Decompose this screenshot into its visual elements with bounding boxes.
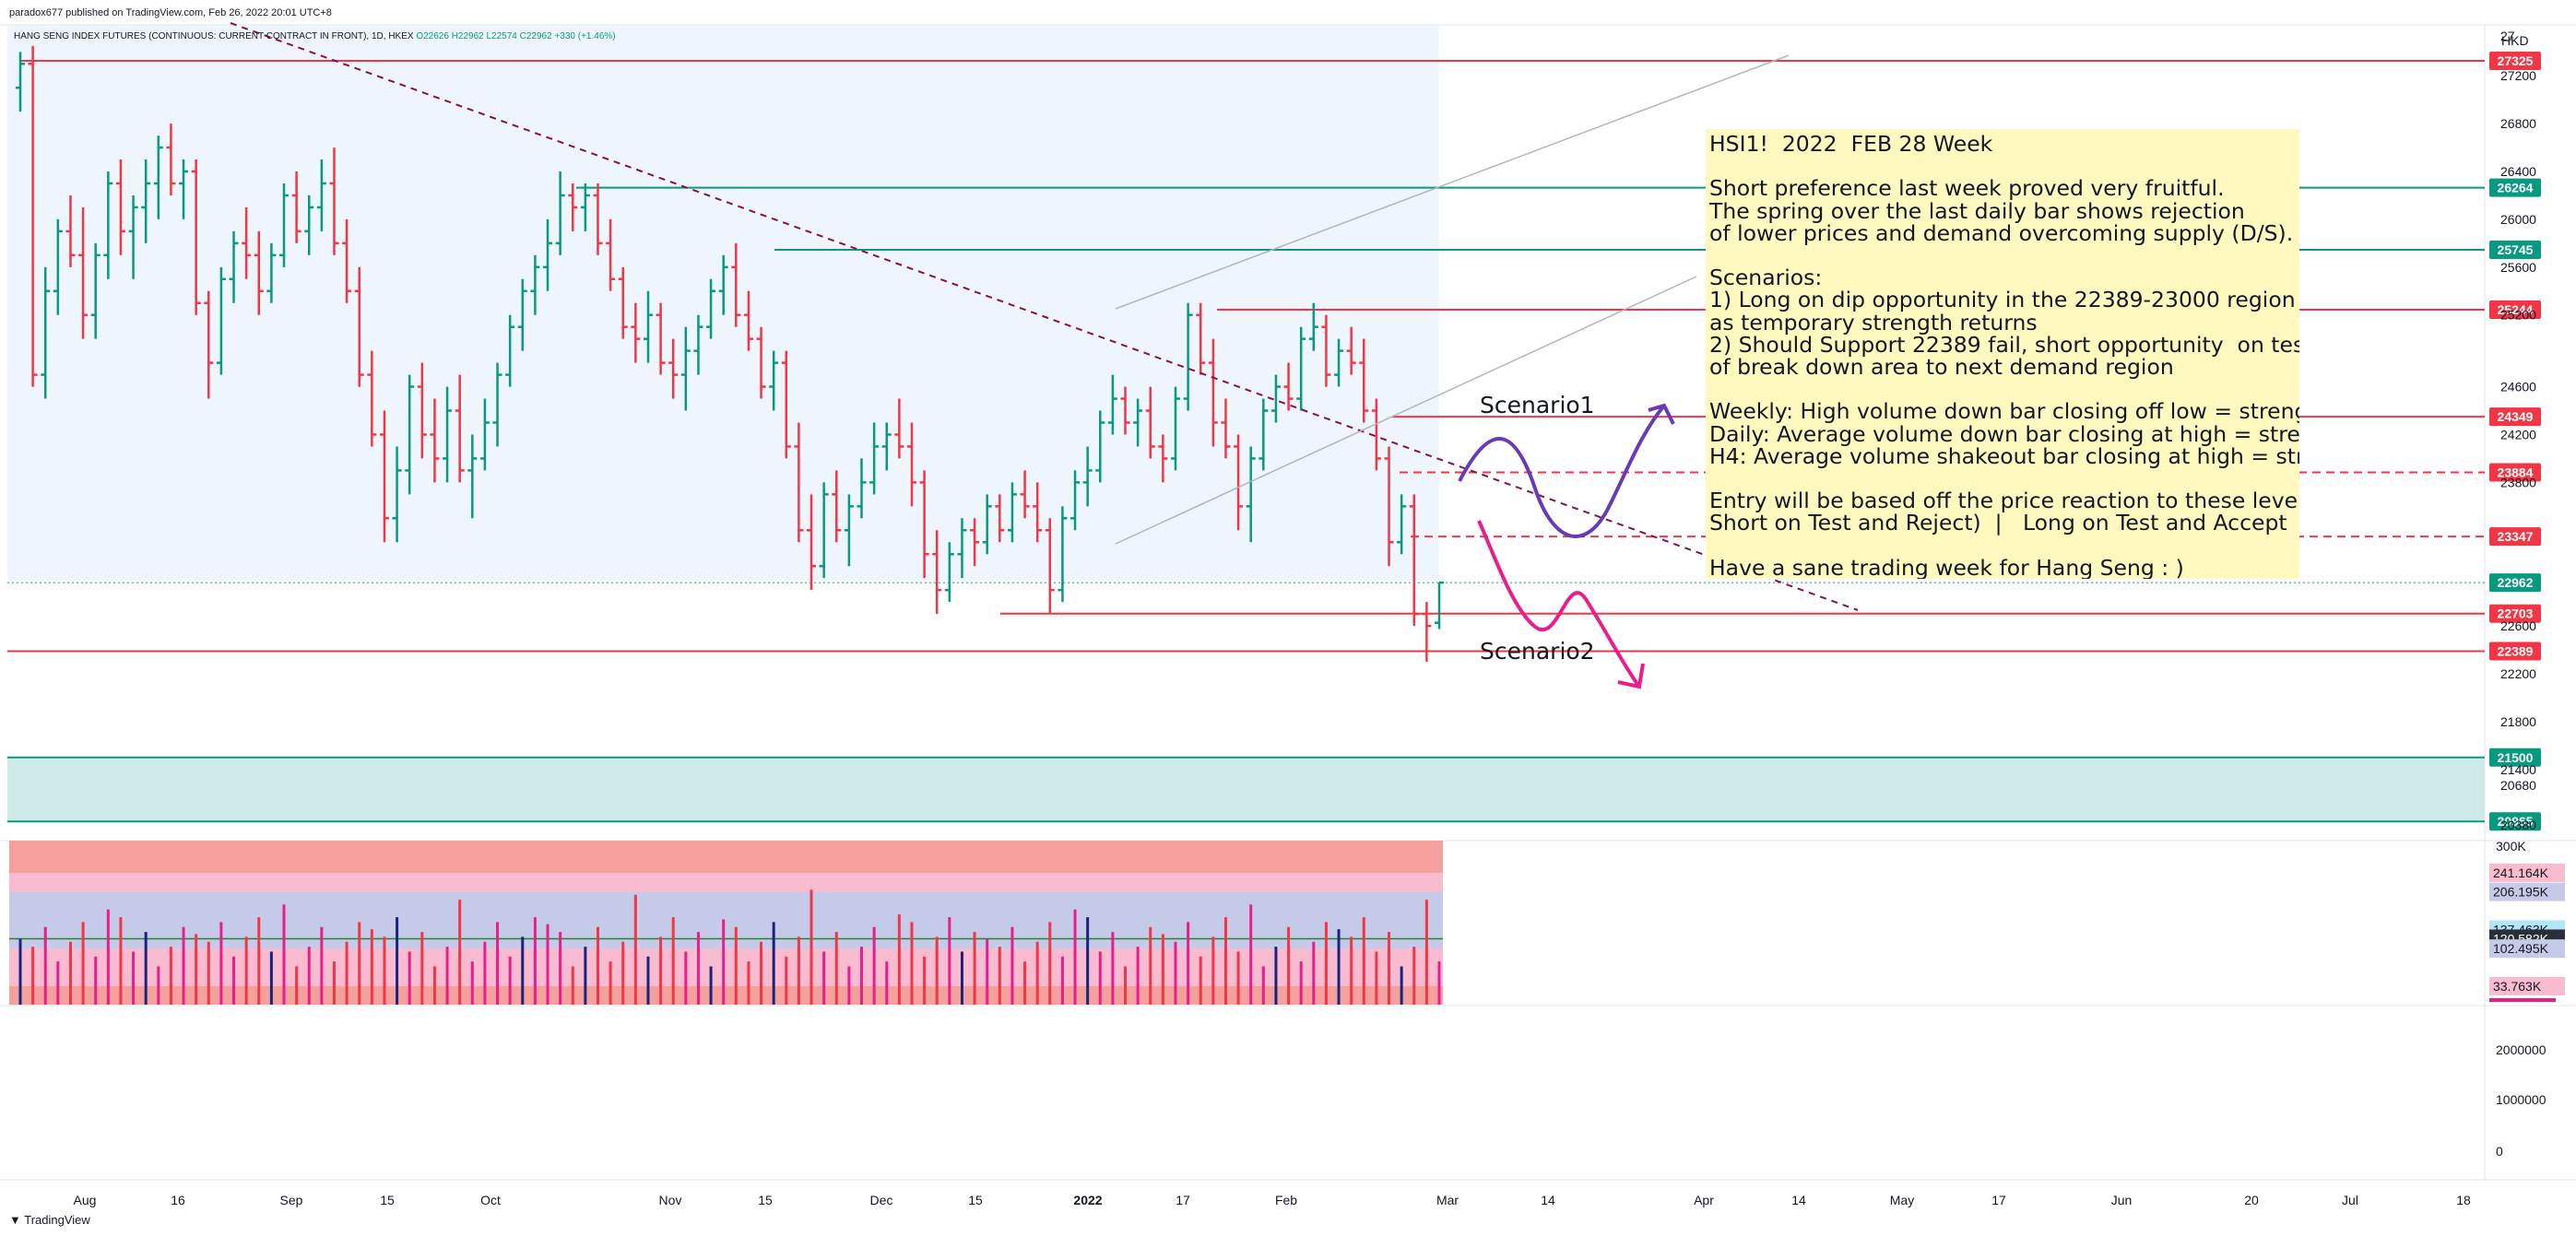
x-tick-Jun-18: Jun bbox=[2111, 1193, 2133, 1207]
y-tick-partial: 27 bbox=[2500, 29, 2515, 43]
x-tick-18-21: 18 bbox=[2456, 1193, 2471, 1207]
demand-zone bbox=[7, 757, 2485, 822]
scenario2-label: Scenario2 bbox=[1480, 638, 1595, 665]
volume-tag-1: 206.195K bbox=[2493, 885, 2549, 900]
channel-lower bbox=[1115, 276, 1697, 545]
x-tick-16-1: 16 bbox=[171, 1193, 185, 1207]
price-tag-bg-25244 bbox=[2489, 300, 2541, 320]
ohlc-values: O22626 H22962 L22574 C22962 +330 (+1.46%… bbox=[416, 31, 616, 41]
symbol-legend: HANG SENG INDEX FUTURES (CONTINUOUS: CUR… bbox=[14, 31, 616, 41]
y-tick-22200: 22200 bbox=[2500, 666, 2536, 681]
price-tag-bg-22703 bbox=[2489, 604, 2541, 623]
y-tick-20380: 20380 bbox=[2500, 818, 2536, 832]
x-tick-Dec-7: Dec bbox=[870, 1193, 893, 1207]
y-tick-27200: 27200 bbox=[2500, 68, 2536, 83]
y-tick-22600: 22600 bbox=[2500, 618, 2536, 633]
tradingview-logo[interactable]: ▼ TradingView bbox=[9, 1213, 90, 1227]
price-tag-bg-27325 bbox=[2489, 52, 2541, 70]
currency-label: HKD bbox=[2501, 33, 2529, 48]
price-tag-23884: 23884 bbox=[2498, 465, 2534, 479]
x-tick-Mar-12: Mar bbox=[1436, 1193, 1459, 1207]
price-tag-25745: 25745 bbox=[2498, 242, 2534, 257]
price-tag-bg-24349 bbox=[2489, 407, 2541, 427]
volume-tick-300K: 300K bbox=[2496, 839, 2526, 853]
volume-tag-bg-1 bbox=[2489, 882, 2565, 901]
downtrend-line bbox=[230, 22, 1859, 611]
x-tick-Feb-11: Feb bbox=[1275, 1193, 1297, 1207]
price-tag-20965: 20965 bbox=[2498, 814, 2534, 829]
y-tick-25200: 25200 bbox=[2500, 308, 2536, 323]
x-tick-Sep-2: Sep bbox=[280, 1193, 303, 1207]
volume-tag-bg-0 bbox=[2489, 863, 2565, 882]
x-tick-14-15: 14 bbox=[1791, 1193, 1806, 1207]
price-tag-bg-26264 bbox=[2489, 178, 2541, 197]
x-tick-Aug-0: Aug bbox=[74, 1193, 97, 1207]
y-tick-25600: 25600 bbox=[2500, 260, 2536, 275]
price-tag-bg-21500 bbox=[2489, 747, 2541, 767]
scenario2-arrowhead bbox=[1617, 663, 1645, 689]
price-tag-21500: 21500 bbox=[2498, 750, 2534, 765]
y-tick-20680: 20680 bbox=[2500, 778, 2536, 793]
volume-band-inner bbox=[9, 891, 1443, 949]
price-tag-bg-23884 bbox=[2489, 463, 2541, 482]
x-tick-2022-9: 2022 bbox=[1073, 1193, 1102, 1207]
price-tag-bg-25745 bbox=[2489, 241, 2541, 260]
price-tag-bg-22962 bbox=[2489, 573, 2541, 593]
volume-tag-0: 241.164K bbox=[2493, 865, 2549, 880]
price-tag-22703: 22703 bbox=[2498, 606, 2534, 621]
x-tick-15-3: 15 bbox=[380, 1193, 395, 1207]
y-tick-26800: 26800 bbox=[2500, 116, 2536, 131]
scenario2-path bbox=[1477, 520, 1641, 689]
price-tag-bg-23347 bbox=[2489, 527, 2541, 547]
volume-tick-2000000: 2000000 bbox=[2496, 1042, 2546, 1057]
price-tag-27325: 27325 bbox=[2498, 53, 2534, 68]
analysis-note[interactable]: HSI1! 2022 FEB 28 Week Short preference … bbox=[1706, 129, 2299, 579]
y-tick-26400: 26400 bbox=[2500, 164, 2536, 179]
volume-tag-5: 33.763K bbox=[2493, 979, 2542, 994]
x-tick-May-16: May bbox=[1890, 1193, 1914, 1207]
price-tag-22389: 22389 bbox=[2498, 643, 2534, 658]
price-tag-bg-22389 bbox=[2489, 642, 2541, 661]
volume-tick-1000000: 1000000 bbox=[2496, 1092, 2546, 1107]
publisher-line: paradox677 published on TradingView.com,… bbox=[9, 7, 332, 18]
x-tick-Oct-4: Oct bbox=[480, 1193, 501, 1207]
price-tag-24349: 24349 bbox=[2498, 409, 2534, 424]
channel-upper bbox=[1115, 54, 1790, 310]
x-tick-17-10: 17 bbox=[1176, 1193, 1190, 1207]
y-tick-26000: 26000 bbox=[2500, 212, 2536, 227]
x-tick-20-19: 20 bbox=[2244, 1193, 2259, 1207]
y-tick-21400: 21400 bbox=[2500, 762, 2536, 777]
x-tick-17-17: 17 bbox=[1991, 1193, 2006, 1207]
y-tick-24600: 24600 bbox=[2500, 380, 2536, 394]
price-tag-bg-20965 bbox=[2489, 812, 2541, 831]
scenario1-arrowhead bbox=[1648, 403, 1675, 425]
price-tag-23347: 23347 bbox=[2498, 529, 2534, 544]
y-tick-24200: 24200 bbox=[2500, 427, 2536, 441]
x-tick-15-8: 15 bbox=[968, 1193, 983, 1207]
volume-tag-4: 102.495K bbox=[2493, 941, 2549, 956]
price-tag-22962: 22962 bbox=[2498, 575, 2534, 590]
volume-tag-bg-5 bbox=[2489, 976, 2565, 995]
x-tick-Apr-14: Apr bbox=[1694, 1193, 1714, 1207]
volume-tag-bg-4 bbox=[2489, 939, 2565, 959]
x-tick-15-6: 15 bbox=[758, 1193, 773, 1207]
x-tick-Jul-20: Jul bbox=[2342, 1193, 2358, 1207]
y-tick-21800: 21800 bbox=[2500, 714, 2536, 729]
brand-name: TradingView bbox=[24, 1213, 90, 1227]
volume-tick-0: 0 bbox=[2496, 1144, 2503, 1159]
price-tag-26264: 26264 bbox=[2498, 181, 2534, 195]
x-tick-Nov-5: Nov bbox=[659, 1193, 682, 1207]
scenario1-path bbox=[1458, 404, 1666, 538]
symbol-name: HANG SENG INDEX FUTURES (CONTINUOUS: CUR… bbox=[14, 31, 414, 41]
x-tick-14-13: 14 bbox=[1541, 1193, 1555, 1207]
price-tag-25244: 25244 bbox=[2498, 302, 2534, 317]
scenario1-label: Scenario1 bbox=[1480, 392, 1595, 418]
y-tick-23800: 23800 bbox=[2500, 475, 2536, 489]
